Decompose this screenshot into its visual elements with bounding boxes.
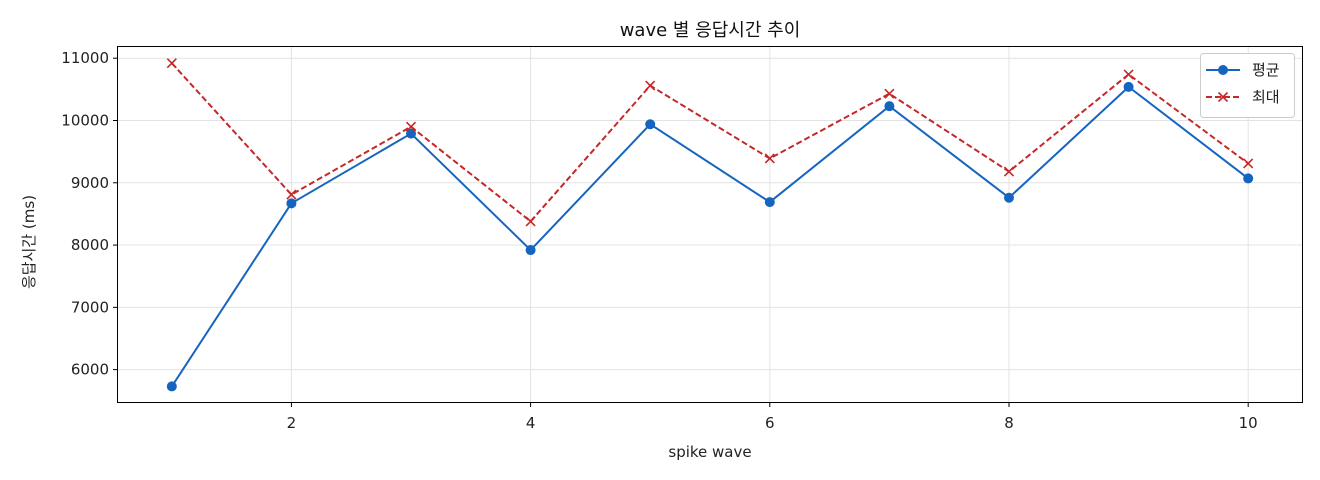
legend-item: 평균 xyxy=(1206,61,1280,79)
data-point xyxy=(525,216,536,227)
data-point xyxy=(1243,158,1254,169)
axis-ticks: 2 4 6 8 10 6000 7000 8000 9000 10000 11000 xyxy=(61,49,1257,432)
legend-label: 평균 xyxy=(1252,61,1280,79)
data-point xyxy=(166,381,177,392)
x-tick-label: 10 xyxy=(1239,414,1258,432)
y-tick-label: 6000 xyxy=(71,361,109,379)
legend-marker xyxy=(1218,65,1228,75)
x-axis-title: spike wave xyxy=(668,443,751,461)
data-point xyxy=(406,128,417,139)
y-tick-label: 7000 xyxy=(71,298,109,316)
data-point xyxy=(764,197,775,208)
y-tick-label: 8000 xyxy=(71,236,109,254)
series-line xyxy=(171,62,1249,223)
data-point xyxy=(1243,173,1254,184)
series-group xyxy=(166,58,1254,392)
data-point xyxy=(166,58,177,69)
y-tick-label: 9000 xyxy=(71,174,109,192)
data-point xyxy=(405,121,417,132)
data-point xyxy=(1003,192,1014,203)
plot-frame xyxy=(117,46,1303,403)
data-point xyxy=(286,189,297,200)
series-line xyxy=(170,85,1249,387)
grid xyxy=(118,47,1302,402)
legend-label: 최대 xyxy=(1252,88,1280,106)
data-point xyxy=(1123,81,1134,92)
x-tick-label: 6 xyxy=(765,414,775,432)
data-point xyxy=(645,80,656,91)
data-point xyxy=(764,153,775,164)
x-tick-label: 2 xyxy=(287,414,297,432)
series-1 xyxy=(166,81,1254,392)
legend-item: 최대 xyxy=(1206,88,1280,106)
data-point xyxy=(884,88,895,99)
data-point xyxy=(1003,166,1015,177)
data-point xyxy=(286,198,297,209)
data-point xyxy=(645,119,656,130)
data-point xyxy=(1123,69,1134,80)
x-tick-label: 4 xyxy=(526,414,536,432)
y-tick-label: 10000 xyxy=(61,111,109,129)
series-2 xyxy=(166,58,1254,227)
data-point xyxy=(525,245,536,256)
y-tick-label: 11000 xyxy=(61,49,109,67)
data-point xyxy=(884,101,895,112)
y-axis-title: 응답시간 (ms) xyxy=(20,195,38,289)
chart-title: wave 별 응답시간 추이 xyxy=(620,20,801,41)
legend-marker xyxy=(1217,91,1229,103)
legend-box xyxy=(1200,53,1295,118)
x-tick-label: 8 xyxy=(1004,414,1014,432)
